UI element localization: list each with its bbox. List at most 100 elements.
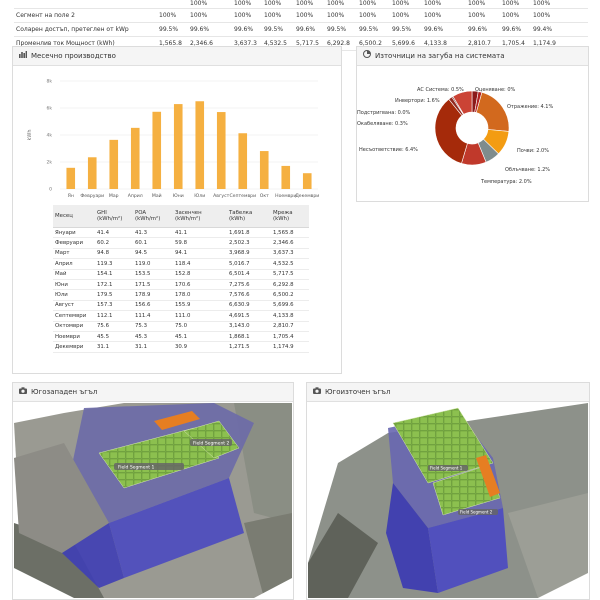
table-header: Засенчен (kWh/m²): [173, 205, 227, 228]
summary-cell: 99.6%: [502, 26, 522, 33]
table-cell: 179.5: [95, 289, 133, 301]
summary-cell: 100%: [264, 0, 282, 7]
table-cell: 1,691.8: [227, 227, 271, 239]
table-cell: 41.1: [173, 227, 227, 239]
summary-cell: 100%: [424, 0, 442, 7]
summary-cell: 100%: [359, 12, 377, 19]
loss-slice: [434, 98, 468, 164]
table-cell: 94.5: [133, 248, 173, 260]
table-cell: 4,133.8: [271, 310, 309, 322]
table-cell: 155.9: [173, 300, 227, 312]
table-row: Октомври 75.6 75.3 75.0 3,143.0 2,810.7: [53, 321, 309, 332]
table-cell: 178.0: [173, 289, 227, 301]
summary-cell: 100%: [392, 0, 410, 7]
table-cell: Януари: [53, 227, 95, 239]
southeast-3d-view[interactable]: Field Segment 1 Field Segment 2: [308, 403, 588, 598]
bar: [87, 157, 97, 189]
y-tick-label: 6k: [47, 106, 53, 112]
summary-cell: 100%: [327, 12, 345, 19]
bar: [238, 133, 248, 189]
loss-label: АС Система: 0.5%: [417, 87, 464, 93]
monthly-production-panel: Месечно производство 0 2k 4k 6k 8k kWh Ян Февру…: [12, 46, 342, 374]
x-tick-label: Окт: [260, 193, 269, 199]
bar: [259, 151, 269, 189]
summary-cell: 99.5%: [327, 26, 347, 33]
monthly-bar-chart: 0 2k 4k 6k 8k kWh Ян Февруари Мар Април Май Юни Юли А…: [27, 79, 319, 200]
table-cell: 2,502.3: [227, 237, 271, 249]
table-cell: 45.3: [133, 331, 173, 343]
segment-1-tag: Field Segment 1: [430, 466, 463, 471]
table-cell: 41.3: [133, 227, 173, 239]
summary-cell: 100%: [392, 12, 410, 19]
southeast-view-panel: Югоизточен ъгъл Field Segment 1 Field Se…: [306, 382, 590, 600]
table-cell: 6,292.8: [271, 279, 309, 291]
x-tick-label: Ноември: [275, 193, 296, 199]
table-cell: 31.1: [133, 341, 173, 353]
table-header: Месец: [53, 205, 95, 228]
summary-cell: 100%: [264, 12, 282, 19]
table-cell: Август: [53, 300, 95, 312]
table-cell: 3,968.9: [227, 248, 271, 260]
table-cell: 41.4: [95, 227, 133, 239]
summary-cell: 99.6%: [234, 26, 254, 33]
summary-cell: 100%: [190, 0, 208, 7]
summary-row-segment2: Сегмент на поле 2 100% 100% 100% 100% 100% 10…: [14, 9, 588, 23]
summary-cell: 100%: [234, 12, 252, 19]
table-cell: 4,532.5: [271, 258, 309, 270]
loss-label: Подстригвана: 0.0%: [357, 110, 411, 116]
table-header: POA (kWh/m²): [133, 205, 173, 228]
table-cell: 5,016.7: [227, 258, 271, 270]
table-row: Април 119.3 119.0 118.4 5,016.7 4,532.5: [53, 258, 309, 270]
summary-row-label: Променлив ток Мощност (kWh): [16, 40, 115, 47]
loss-label: Оценяване: 0%: [475, 87, 516, 93]
y-tick-label: 8k: [47, 79, 53, 85]
monthly-chart: 0 2k 4k 6k 8k kWh Ян Февруари Мар Април Май Юни Юли А…: [13, 67, 341, 231]
table-cell: 154.1: [95, 269, 133, 280]
table-cell: 1,868.1: [227, 331, 271, 343]
y-tick-label: 2k: [47, 160, 53, 166]
bar: [109, 139, 119, 189]
table-cell: 112.1: [95, 310, 133, 322]
table-cell: 153.5: [133, 269, 173, 280]
table-cell: Октомври: [53, 321, 95, 332]
summary-cell: 99.6%: [296, 26, 316, 33]
bar-chart-icon: [19, 47, 27, 65]
summary-cell: 100%: [159, 12, 177, 19]
summary-cell: 100%: [296, 12, 314, 19]
table-cell: Септември: [53, 310, 95, 322]
panel-title: Югозападен ъгъл: [31, 388, 98, 396]
summary-cell: 100%: [533, 12, 551, 19]
loss-donut-chart: [434, 90, 510, 166]
table-cell: 60.2: [95, 237, 133, 249]
table-cell: 1,271.5: [227, 341, 271, 353]
camera-icon: [313, 383, 321, 401]
summary-cell: 100%: [190, 12, 208, 19]
x-tick-label: Февруари: [80, 193, 104, 199]
summary-cell: 2,810.7: [468, 40, 491, 47]
x-tick-label: Юли: [194, 193, 205, 199]
table-cell: Февруари: [53, 237, 95, 249]
table-cell: 1,565.8: [271, 227, 309, 239]
table-cell: 4,691.5: [227, 310, 271, 322]
table-row: Януари 41.4 41.3 41.1 1,691.8 1,565.8: [53, 227, 309, 239]
loss-slice: [452, 90, 473, 115]
table-header: GHI (kWh/m²): [95, 205, 133, 228]
summary-cell: 1,174.9: [533, 40, 556, 47]
loss-label: Отражение: 4.1%: [507, 104, 554, 110]
table-cell: 3,637.3: [271, 248, 309, 260]
table-cell: Март: [53, 248, 95, 260]
table-cell: 45.5: [95, 331, 133, 343]
table-cell: 7,275.6: [227, 279, 271, 291]
summary-cell: 99.5%: [359, 26, 379, 33]
bar: [281, 165, 291, 189]
x-tick-label: Ян: [68, 193, 74, 199]
summary-cell: 100%: [468, 12, 486, 19]
table-cell: 6,500.2: [271, 289, 309, 301]
table-cell: 7,576.6: [227, 289, 271, 301]
summary-cell: 1,705.4: [502, 40, 525, 47]
x-tick-label: Декември: [295, 193, 319, 199]
southwest-3d-view[interactable]: Field Segment 1 Field Segment 2: [14, 403, 292, 598]
table-cell: 1,174.9: [271, 341, 309, 353]
bar: [130, 127, 140, 189]
camera-icon: [19, 383, 27, 401]
